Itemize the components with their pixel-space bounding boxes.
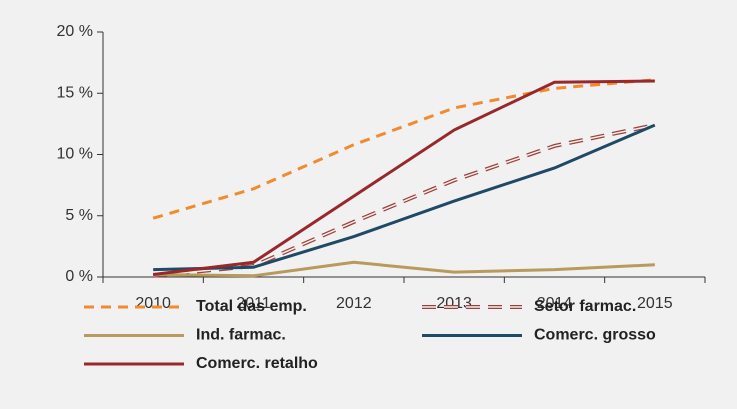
x-tick-label: 2014 — [537, 295, 573, 312]
y-tick-label: 10 % — [57, 146, 93, 163]
series-line-inner — [153, 124, 655, 277]
legend-label: Comerc. grosso — [534, 327, 656, 344]
y-tick-label: 15 % — [57, 84, 93, 101]
series-line — [153, 260, 655, 278]
y-tick-label: 0 % — [65, 268, 93, 285]
legend-label: Total das emp. — [196, 298, 307, 315]
series-line — [153, 123, 656, 272]
x-tick-label: 2015 — [637, 295, 673, 312]
series-line — [152, 78, 655, 220]
legend-label: Ind. farmac. — [196, 327, 286, 344]
x-tick-label: 2012 — [336, 295, 372, 312]
x-tick-label: 2010 — [135, 295, 171, 312]
legend-label: Setor farmac. — [534, 298, 636, 315]
x-tick-label: 2011 — [236, 295, 271, 312]
legend-label: Comerc. retalho — [196, 355, 318, 372]
series-line — [152, 79, 655, 277]
y-tick-label: 20 % — [57, 23, 93, 40]
y-tick-label: 5 % — [65, 207, 93, 224]
x-tick-label: 2013 — [436, 295, 472, 312]
